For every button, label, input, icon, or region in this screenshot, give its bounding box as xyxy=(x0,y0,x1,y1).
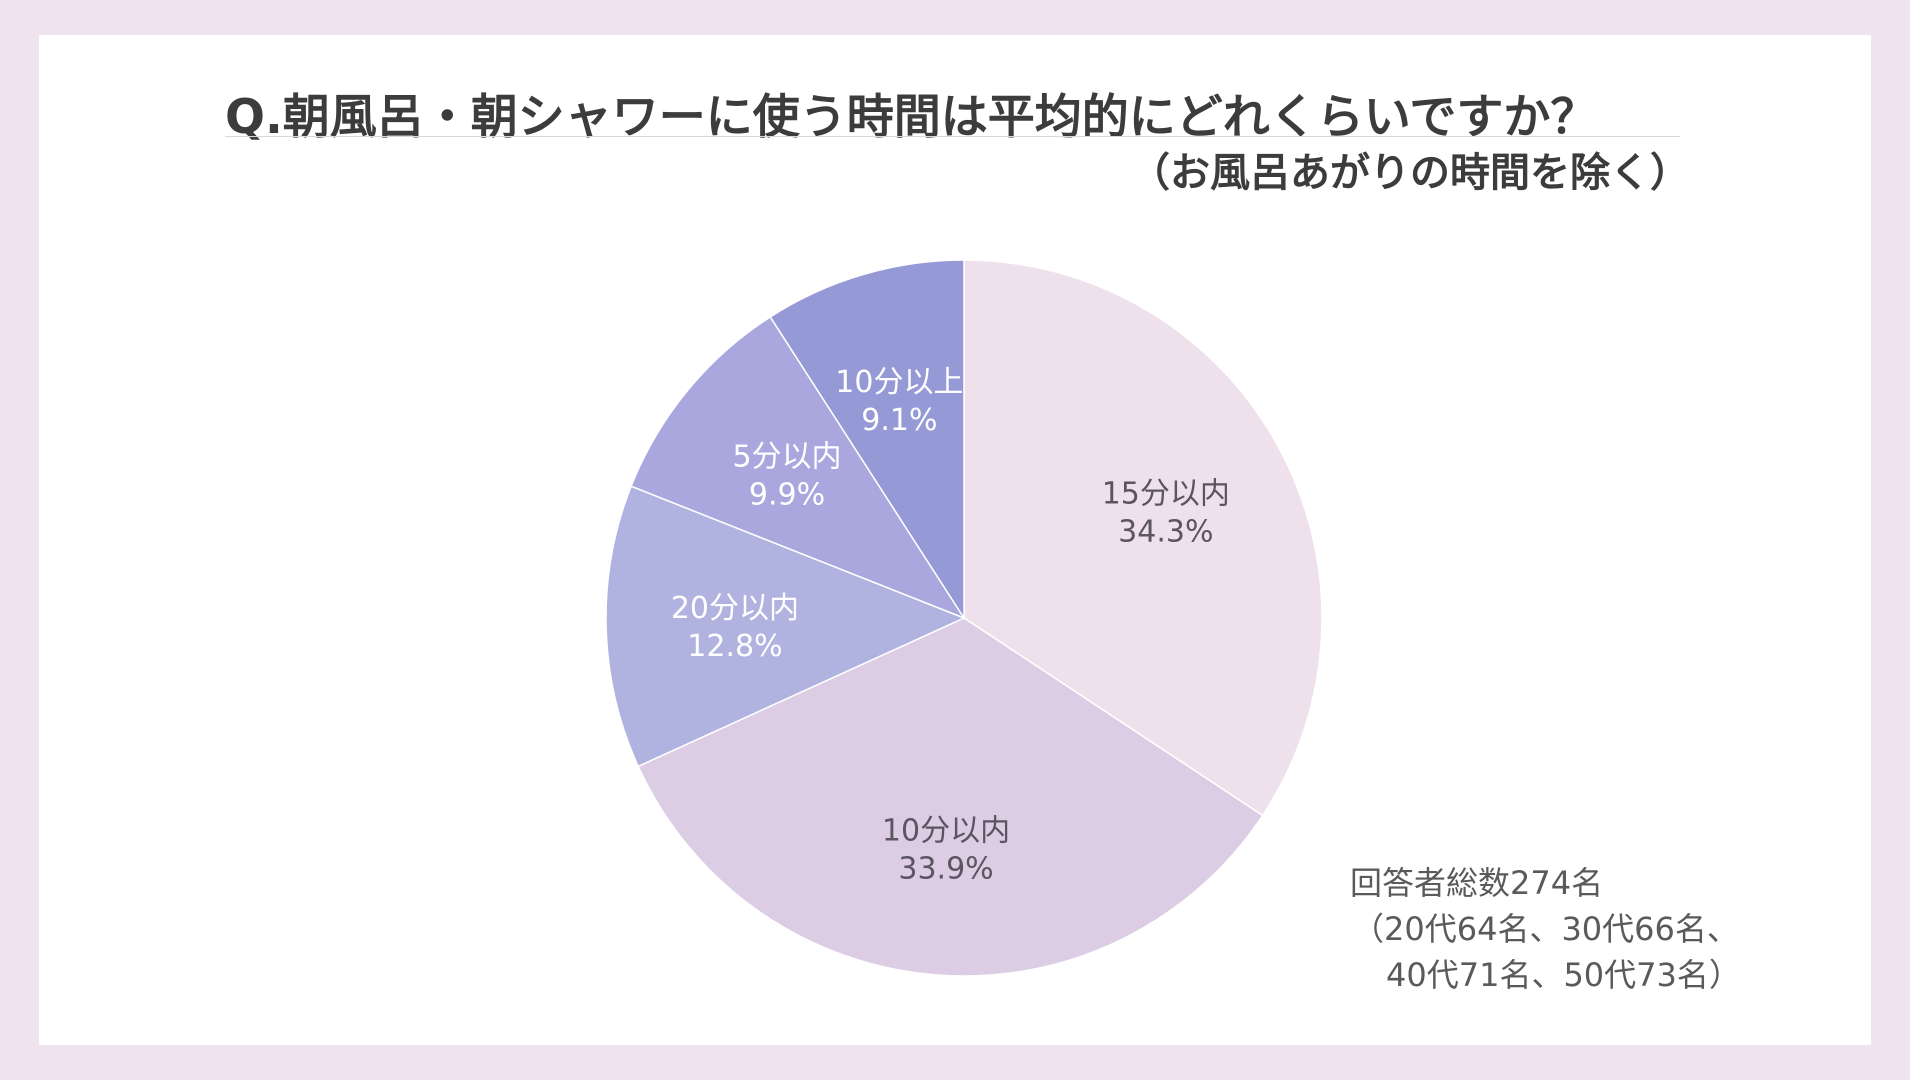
slice-label: 10分以上 xyxy=(835,365,963,400)
respondent-breakdown-2: 40代71名、50代73名） xyxy=(1386,956,1741,994)
slice-label: 20分以内 xyxy=(671,591,799,626)
chart-subtitle: （お風呂あがりの時間を除く） xyxy=(1130,150,1690,196)
respondent-breakdown-1: （20代64名、30代66名、 xyxy=(1352,910,1739,948)
title-underline xyxy=(225,136,1680,137)
slice-label: 15分以内 xyxy=(1102,477,1230,512)
chart-title: Q.朝風呂・朝シャワーに使う時間は平均的にどれくらいですか？ xyxy=(225,90,1598,145)
respondent-note: 回答者総数274名 （20代64名、30代66名、 40代71名、50代73名） xyxy=(1350,860,1770,998)
pie-slice xyxy=(605,485,966,768)
pie-slice xyxy=(630,315,966,620)
slice-value-label: 33.9% xyxy=(898,851,993,886)
slice-value-label: 9.9% xyxy=(749,478,825,513)
slice-value-label: 9.1% xyxy=(861,403,937,438)
slice-label: 5分以内 xyxy=(732,440,841,475)
pie-slice xyxy=(637,617,1264,977)
respondent-total: 回答者総数274名 xyxy=(1350,864,1604,902)
pie-slice xyxy=(769,259,965,621)
slice-value-label: 34.3% xyxy=(1118,515,1213,550)
slice-value-label: 12.8% xyxy=(687,629,782,664)
slice-label: 10分以内 xyxy=(882,813,1010,848)
